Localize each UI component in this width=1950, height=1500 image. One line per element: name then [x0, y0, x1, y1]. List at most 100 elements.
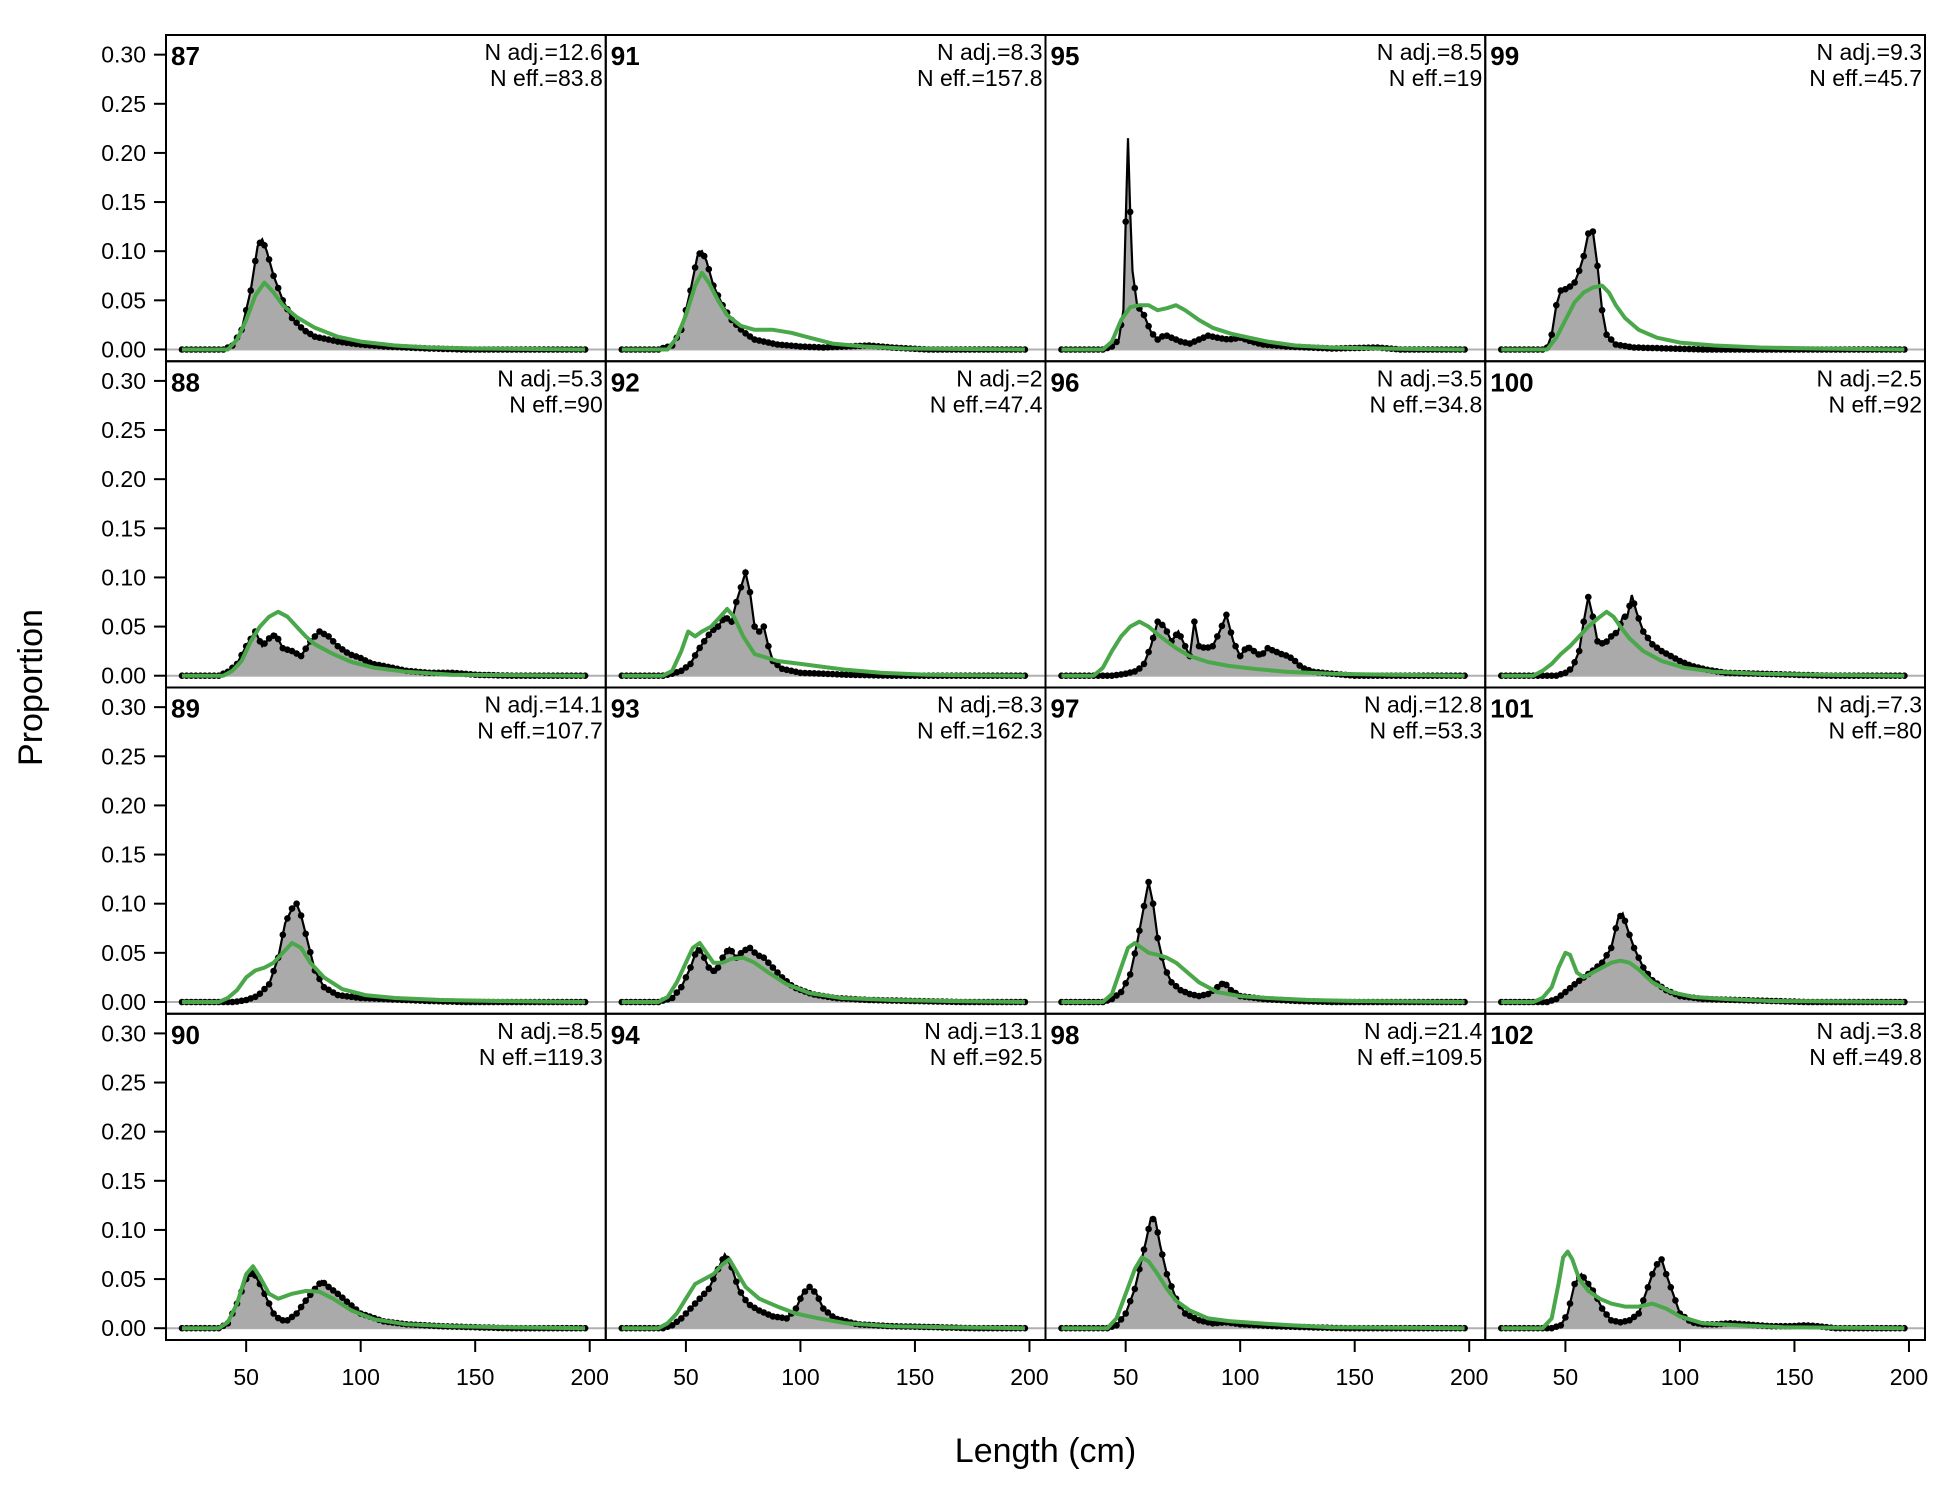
observed-point — [284, 915, 291, 922]
observed-point — [678, 983, 685, 991]
observed-point — [1136, 665, 1143, 672]
panel-91: 91 N adj.=8.3N eff.=157.8 — [604, 34, 1047, 363]
y-tick-label: 0.10 — [101, 1217, 146, 1243]
observed-points — [618, 569, 1029, 679]
observed-point — [325, 1283, 332, 1291]
n-adj-label: N adj.=3.8 — [1817, 1018, 1923, 1044]
x-tick-label: 100 — [1661, 1364, 1699, 1390]
observed-point — [1159, 1251, 1166, 1258]
observed-point — [842, 671, 850, 678]
observed-point — [1607, 633, 1615, 640]
observed-point — [1154, 934, 1161, 942]
y-tick-label: 0.30 — [101, 694, 146, 720]
observed-point — [1145, 878, 1152, 886]
observed-point — [696, 1295, 703, 1302]
panel-97: 97 N adj.=12.8N eff.=53.3 — [1044, 686, 1487, 1015]
observed-point — [1223, 335, 1230, 343]
observed-point — [1122, 980, 1129, 987]
observed-point — [710, 1275, 717, 1283]
observed-point — [1172, 982, 1180, 990]
observed-point — [737, 584, 745, 591]
observed-point — [765, 642, 772, 650]
observed-point — [705, 265, 713, 273]
y-tick-label: 0.25 — [101, 91, 146, 117]
y-tick-label: 0.05 — [101, 287, 146, 313]
observed-point — [691, 1300, 699, 1307]
observed-point — [1640, 964, 1647, 971]
observed-point — [320, 1279, 328, 1287]
observed-point — [1227, 629, 1235, 636]
observed-point — [1223, 981, 1230, 989]
n-adj-label: N adj.=12.6 — [484, 39, 602, 65]
observed-point — [1149, 900, 1157, 907]
observed-point — [760, 954, 768, 961]
panel-label: 102 — [1490, 1020, 1533, 1050]
observed-point — [1635, 615, 1642, 622]
observed-point — [705, 1285, 713, 1293]
y-tick-label: 0.05 — [101, 614, 146, 640]
observed-point — [856, 671, 864, 679]
observed-point — [343, 1298, 351, 1305]
observed-point — [723, 615, 731, 622]
observed-points — [618, 250, 1029, 353]
x-tick-label: 200 — [1450, 1364, 1488, 1390]
observed-point — [1649, 641, 1656, 648]
observed-point — [774, 661, 781, 669]
observed-point — [696, 644, 703, 652]
observed-point — [1562, 669, 1569, 677]
n-eff-label: N eff.=157.8 — [917, 65, 1043, 91]
observed-point — [1163, 969, 1171, 976]
panel-label: 99 — [1490, 41, 1519, 71]
observed-area — [1061, 1218, 1465, 1329]
observed-point — [293, 319, 300, 327]
observed-point — [1126, 208, 1134, 216]
n-eff-label: N eff.=80 — [1828, 718, 1922, 744]
expected-line — [621, 941, 1025, 1004]
y-tick-label: 0.30 — [101, 1020, 146, 1046]
observed-point — [1644, 634, 1652, 642]
observed-point — [297, 912, 305, 919]
observed-point — [733, 1278, 740, 1285]
observed-point — [1181, 642, 1189, 650]
observed-point — [1621, 613, 1629, 620]
expected-line — [1061, 1255, 1465, 1331]
expected-line — [1061, 303, 1465, 352]
observed-point — [1612, 629, 1620, 637]
observed-point — [751, 623, 758, 630]
observed-point — [1630, 600, 1638, 607]
observed-point — [1131, 950, 1139, 957]
observed-point — [733, 598, 740, 606]
panel-95: 95 N adj.=8.5N eff.=19 — [1044, 34, 1487, 363]
observed-point — [824, 1309, 832, 1316]
observed-point — [1662, 1270, 1670, 1278]
panel-label: 93 — [611, 694, 640, 724]
observed-point — [256, 990, 264, 997]
panel-label: 100 — [1490, 367, 1533, 397]
observed-point — [1713, 346, 1720, 353]
observed-point — [719, 954, 726, 961]
observed-point — [1575, 267, 1583, 275]
observed-point — [1126, 1297, 1134, 1305]
observed-point — [270, 967, 277, 975]
observed-point — [742, 1296, 749, 1304]
expected-line — [621, 606, 1025, 678]
observed-point — [1612, 925, 1620, 932]
observed-point — [1140, 1246, 1148, 1253]
observed-points — [1498, 912, 1908, 1006]
y-tick-label: 0.20 — [101, 1119, 146, 1145]
panel-label: 92 — [611, 367, 640, 397]
observed-point — [1548, 331, 1555, 339]
expected-line — [182, 1264, 586, 1331]
observed-point — [1557, 1322, 1565, 1329]
observed-line — [182, 901, 586, 1004]
observed-point — [1571, 659, 1578, 666]
panel-label: 90 — [171, 1020, 200, 1050]
n-eff-label: N eff.=109.5 — [1357, 1044, 1483, 1070]
observed-point — [852, 671, 859, 679]
n-eff-label: N eff.=83.8 — [490, 65, 603, 91]
observed-point — [1658, 345, 1665, 352]
observed-point — [1131, 284, 1139, 292]
observed-point — [1291, 657, 1299, 665]
observed-point — [815, 1295, 823, 1302]
observed-point — [1149, 1215, 1157, 1223]
